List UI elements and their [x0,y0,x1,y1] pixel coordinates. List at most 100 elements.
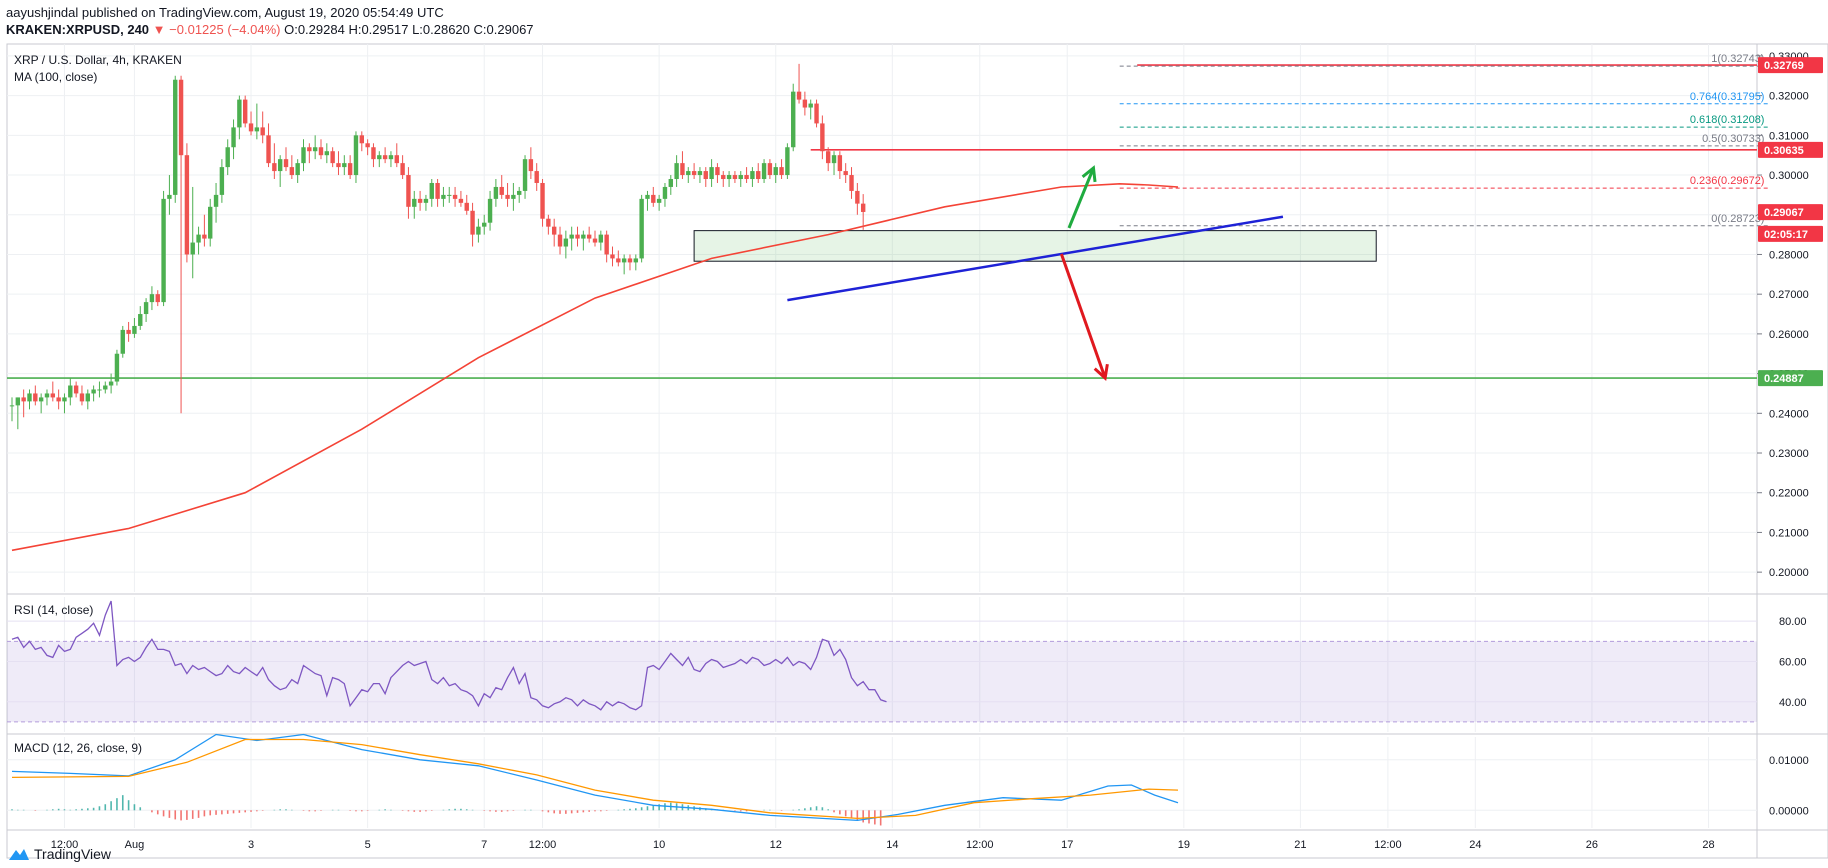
candle[interactable] [860,194,866,230]
candle[interactable] [575,226,580,247]
candle[interactable] [814,99,819,128]
rsi-pane[interactable] [7,600,1757,723]
candle[interactable] [791,83,796,152]
candle[interactable] [808,99,813,120]
candle[interactable] [435,179,440,207]
candle[interactable] [528,147,534,180]
candle[interactable] [505,182,510,207]
candle[interactable] [21,389,26,418]
candle[interactable] [85,389,90,410]
candle[interactable] [604,230,609,263]
candle[interactable] [312,135,318,160]
ma-line[interactable] [11,182,1179,552]
candle[interactable] [651,186,656,207]
candle[interactable] [44,389,50,406]
candle[interactable] [295,159,300,183]
candle[interactable] [680,151,685,180]
candles[interactable] [9,63,866,430]
candle[interactable] [377,151,382,168]
candle[interactable] [173,75,178,203]
candle[interactable] [738,171,743,187]
candle[interactable] [155,290,160,307]
candle[interactable] [406,167,411,219]
candle[interactable] [371,143,376,168]
candle[interactable] [126,321,131,342]
candle[interactable] [668,175,673,195]
candle[interactable] [301,139,306,172]
candle[interactable] [388,151,394,168]
candle[interactable] [50,381,56,402]
candle[interactable] [417,190,423,211]
candle[interactable] [184,143,190,263]
candle[interactable] [266,123,271,168]
candle[interactable] [761,159,767,183]
candle[interactable] [73,381,79,398]
candle[interactable] [598,230,604,251]
candle[interactable] [27,389,32,410]
candle[interactable] [785,143,790,180]
candle[interactable] [831,151,837,176]
candle[interactable] [68,377,73,406]
candle[interactable] [837,151,843,180]
candle[interactable] [551,218,557,247]
candle[interactable] [213,182,219,223]
candle[interactable] [277,155,283,187]
candle[interactable] [557,226,563,255]
candle[interactable] [458,190,464,207]
candle[interactable] [487,190,493,231]
candle[interactable] [616,250,621,267]
candle[interactable] [721,171,726,187]
candle[interactable] [38,393,44,414]
candle[interactable] [149,286,155,311]
candle[interactable] [732,171,738,183]
candle[interactable] [178,75,184,414]
candle[interactable] [796,63,802,104]
candle[interactable] [656,194,662,211]
candle[interactable] [237,95,242,140]
candle[interactable] [272,143,277,180]
support-zone-box[interactable] [693,230,1377,262]
candle[interactable] [143,298,149,322]
candle[interactable] [610,246,615,267]
candle[interactable] [330,147,335,168]
candle[interactable] [342,155,347,176]
candle[interactable] [196,226,201,255]
macd-line[interactable] [11,733,1179,822]
candle[interactable] [645,190,650,211]
candle[interactable] [423,194,429,211]
candle[interactable] [581,230,586,251]
candle[interactable] [586,226,592,243]
candle[interactable] [289,155,295,180]
candle[interactable] [750,167,755,187]
candle[interactable] [482,214,487,235]
candle[interactable] [324,143,330,164]
candle[interactable] [283,147,289,172]
candle[interactable] [715,163,720,183]
candle[interactable] [686,167,691,183]
tradingview-brand[interactable]: TradingView [8,846,111,862]
candle[interactable] [633,254,639,271]
candle[interactable] [365,139,370,156]
candle[interactable] [726,171,732,187]
candle[interactable] [703,167,708,187]
candle[interactable] [855,182,860,215]
candle[interactable] [447,186,452,203]
bearish-arrow[interactable] [1059,253,1109,381]
candle[interactable] [849,167,854,199]
candle[interactable] [691,163,697,180]
candle[interactable] [546,214,551,235]
candle[interactable] [627,254,633,271]
candle[interactable] [9,397,15,422]
candle[interactable] [540,179,545,227]
candle[interactable] [756,163,761,183]
candle[interactable] [56,389,61,410]
candle[interactable] [662,182,668,207]
candle[interactable] [254,103,260,140]
candle[interactable] [826,147,831,172]
candle[interactable] [779,159,784,180]
candle[interactable] [219,159,225,203]
candle[interactable] [522,155,528,199]
candle[interactable] [33,385,38,406]
bullish-arrow[interactable] [1067,165,1097,229]
